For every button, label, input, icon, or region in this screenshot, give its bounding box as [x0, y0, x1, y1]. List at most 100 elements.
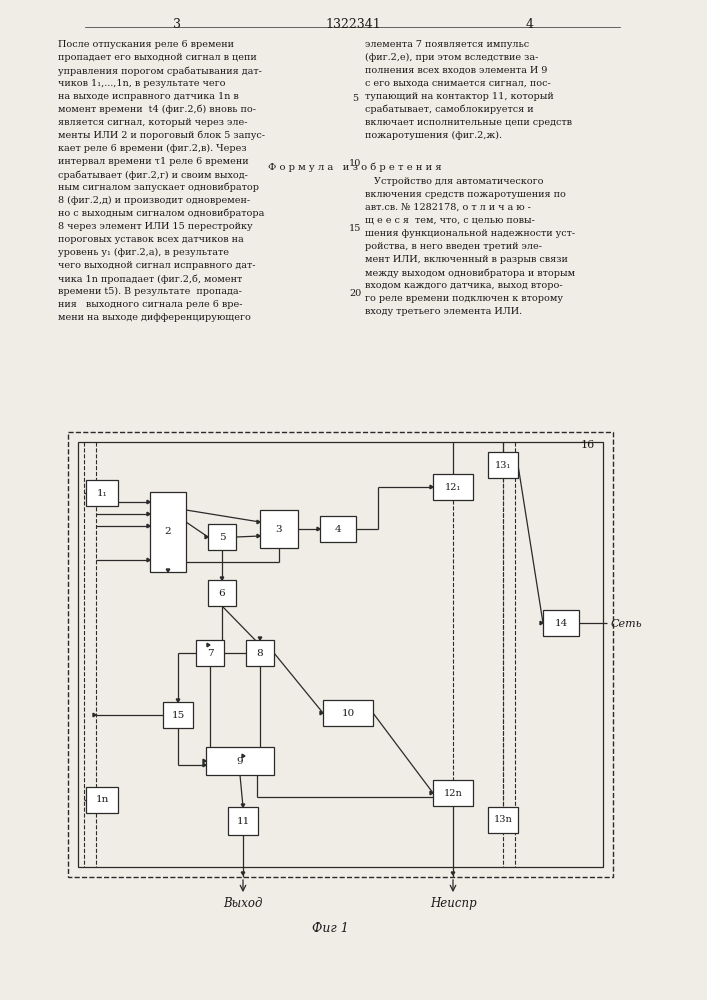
Bar — [488, 452, 518, 478]
Polygon shape — [257, 534, 260, 538]
Text: с его выхода снимается сигнал, пос-: с его выхода снимается сигнал, пос- — [365, 79, 551, 88]
Text: включения средств пожаротушения по: включения средств пожаротушения по — [365, 190, 566, 199]
Polygon shape — [203, 759, 206, 763]
Polygon shape — [176, 699, 180, 702]
Text: 7: 7 — [206, 648, 214, 658]
Text: авт.св. № 1282178, о т л и ч а ю -: авт.св. № 1282178, о т л и ч а ю - — [365, 203, 531, 212]
Text: 6: 6 — [218, 588, 226, 597]
Polygon shape — [207, 643, 210, 647]
Text: между выходом одновибратора и вторым: между выходом одновибратора и вторым — [365, 268, 575, 277]
Bar — [86, 480, 118, 506]
Bar — [68, 432, 613, 877]
Text: ным сигналом запускает одновибратор: ным сигналом запускает одновибратор — [58, 183, 259, 192]
Polygon shape — [430, 791, 433, 795]
Text: 9: 9 — [237, 756, 243, 766]
Text: управления порогом срабатывания дат-: управления порогом срабатывания дат- — [58, 66, 262, 76]
Text: менты ИЛИ 2 и пороговый блок 5 запус-: менты ИЛИ 2 и пороговый блок 5 запус- — [58, 131, 265, 140]
Text: (фиг.2,е), при этом вследствие за-: (фиг.2,е), при этом вследствие за- — [365, 53, 538, 62]
Polygon shape — [147, 500, 150, 504]
Polygon shape — [147, 512, 150, 516]
Polygon shape — [166, 569, 170, 572]
Text: 3: 3 — [173, 18, 181, 31]
Text: 2: 2 — [165, 528, 171, 536]
Text: Ф о р м у л а   и з о б р е т е н и я: Ф о р м у л а и з о б р е т е н и я — [268, 163, 442, 172]
Bar — [208, 524, 236, 550]
Text: 4: 4 — [334, 524, 341, 534]
Polygon shape — [258, 637, 262, 640]
Text: входом каждого датчика, выход второ-: входом каждого датчика, выход второ- — [365, 281, 563, 290]
Text: чика 1n пропадает (фиг.2,б, момент: чика 1n пропадает (фиг.2,б, момент — [58, 274, 243, 284]
Bar — [246, 640, 274, 666]
Bar — [433, 780, 473, 806]
Text: 5: 5 — [352, 94, 358, 103]
Polygon shape — [257, 520, 260, 524]
Text: 5: 5 — [218, 532, 226, 542]
Bar — [260, 510, 298, 548]
Polygon shape — [451, 872, 455, 875]
Text: мент ИЛИ, включенный в разрыв связи: мент ИЛИ, включенный в разрыв связи — [365, 255, 568, 264]
Text: ния   выходного сигнала реле 6 вре-: ния выходного сигнала реле 6 вре- — [58, 300, 243, 309]
Polygon shape — [147, 524, 150, 528]
Text: срабатывает (фиг.2,г) и своим выход-: срабатывает (фиг.2,г) и своим выход- — [58, 170, 248, 180]
Bar — [488, 807, 518, 833]
Polygon shape — [205, 535, 208, 539]
Text: 1322341: 1322341 — [325, 18, 381, 31]
Text: 3: 3 — [276, 524, 282, 534]
Text: полнения всех входов элемента И 9: полнения всех входов элемента И 9 — [365, 66, 547, 75]
Text: входу третьего элемента ИЛИ.: входу третьего элемента ИЛИ. — [365, 307, 522, 316]
Polygon shape — [203, 763, 206, 767]
Text: уровень y₁ (фиг.2,а), в результате: уровень y₁ (фиг.2,а), в результате — [58, 248, 229, 257]
Polygon shape — [430, 485, 433, 489]
Text: чего выходной сигнал исправного дат-: чего выходной сигнал исправного дат- — [58, 261, 255, 270]
Bar — [150, 492, 186, 572]
Text: на выходе исправного датчика 1n в: на выходе исправного датчика 1n в — [58, 92, 239, 101]
Text: После отпускания реле 6 времени: После отпускания реле 6 времени — [58, 40, 234, 49]
Text: 8: 8 — [257, 648, 263, 658]
Text: 10: 10 — [341, 708, 355, 718]
Text: 15: 15 — [171, 710, 185, 720]
Text: 13n: 13n — [493, 816, 513, 824]
Text: Сеть: Сеть — [611, 619, 643, 629]
Text: чиков 1₁,...,1n, в результате чего: чиков 1₁,...,1n, в результате чего — [58, 79, 226, 88]
Text: элемента 7 появляется импульс: элемента 7 появляется импульс — [365, 40, 529, 49]
Bar — [86, 787, 118, 813]
Text: пороговых уставок всех датчиков на: пороговых уставок всех датчиков на — [58, 235, 244, 244]
Text: пожаротушения (фиг.2,ж).: пожаротушения (фиг.2,ж). — [365, 131, 502, 140]
Text: Устройство для автоматического: Устройство для автоматического — [365, 177, 544, 186]
Text: времени t5). В результате  пропада-: времени t5). В результате пропада- — [58, 287, 242, 296]
Text: но с выходным сигналом одновибратора: но с выходным сигналом одновибратора — [58, 209, 264, 219]
Text: 1n: 1n — [95, 796, 109, 804]
Text: интервал времени τ1 реле 6 времени: интервал времени τ1 реле 6 времени — [58, 157, 249, 166]
Text: 12₁: 12₁ — [445, 483, 461, 491]
Text: включает исполнительные цепи средств: включает исполнительные цепи средств — [365, 118, 572, 127]
Text: 8 через элемент ИЛИ 15 перестройку: 8 через элемент ИЛИ 15 перестройку — [58, 222, 252, 231]
Text: 10: 10 — [349, 159, 361, 168]
Polygon shape — [320, 711, 323, 715]
Bar — [433, 474, 473, 500]
Text: 12n: 12n — [443, 788, 462, 798]
Text: Фиг 1: Фиг 1 — [312, 922, 349, 935]
Text: мени на выходе дифференцирующего: мени на выходе дифференцирующего — [58, 313, 251, 322]
Text: шения функциональной надежности уст-: шения функциональной надежности уст- — [365, 229, 575, 238]
Polygon shape — [540, 621, 543, 625]
Bar — [163, 702, 193, 728]
Text: 11: 11 — [236, 816, 250, 826]
Text: 15: 15 — [349, 224, 361, 233]
Polygon shape — [220, 577, 224, 580]
Bar — [78, 442, 603, 867]
Text: 20: 20 — [349, 289, 361, 298]
Text: Неиспр: Неиспр — [430, 897, 477, 910]
Text: 4: 4 — [526, 18, 534, 31]
Bar — [196, 640, 224, 666]
Bar — [208, 580, 236, 606]
Text: момент времени  t4 (фиг.2,б) вновь по-: момент времени t4 (фиг.2,б) вновь по- — [58, 105, 256, 114]
Polygon shape — [242, 754, 245, 758]
Text: срабатывает, самоблокируется и: срабатывает, самоблокируется и — [365, 105, 534, 114]
Bar — [320, 516, 356, 542]
Text: 1₁: 1₁ — [97, 488, 107, 497]
Bar — [228, 807, 258, 835]
Bar — [206, 747, 274, 775]
Polygon shape — [241, 804, 245, 807]
Text: кает реле 6 времени (фиг.2,в). Через: кает реле 6 времени (фиг.2,в). Через — [58, 144, 247, 153]
Polygon shape — [147, 558, 150, 562]
